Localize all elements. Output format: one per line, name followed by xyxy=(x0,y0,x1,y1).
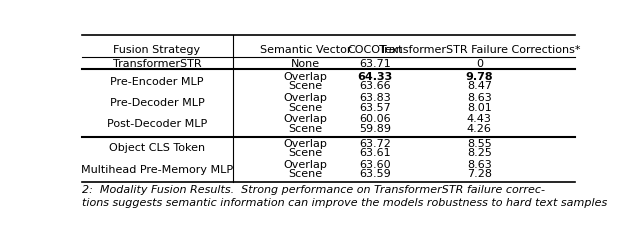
Text: 4.26: 4.26 xyxy=(467,123,492,133)
Text: None: None xyxy=(291,59,320,69)
Text: 7.28: 7.28 xyxy=(467,169,492,179)
Text: 63.60: 63.60 xyxy=(359,159,391,169)
Text: Overlap: Overlap xyxy=(284,138,328,148)
Text: Scene: Scene xyxy=(289,81,323,91)
Text: Scene: Scene xyxy=(289,102,323,112)
Text: 8.47: 8.47 xyxy=(467,81,492,91)
Text: Pre-Encoder MLP: Pre-Encoder MLP xyxy=(110,76,204,86)
Text: Pre-Decoder MLP: Pre-Decoder MLP xyxy=(109,97,204,107)
Text: 63.61: 63.61 xyxy=(359,147,391,157)
Text: TransformerSTR Failure Corrections*: TransformerSTR Failure Corrections* xyxy=(378,45,580,55)
Text: 8.25: 8.25 xyxy=(467,147,492,157)
Text: 4.43: 4.43 xyxy=(467,114,492,124)
Text: 2:  Modality Fusion Results.  Strong performance on TransformerSTR failure corre: 2: Modality Fusion Results. Strong perfo… xyxy=(83,185,545,195)
Text: 64.33: 64.33 xyxy=(358,72,393,82)
Text: 63.83: 63.83 xyxy=(359,93,391,103)
Text: 63.59: 63.59 xyxy=(359,169,391,179)
Text: Overlap: Overlap xyxy=(284,159,328,169)
Text: Multihead Pre-Memory MLP: Multihead Pre-Memory MLP xyxy=(81,164,233,174)
Text: tions suggests semantic information can improve the models robustness to hard te: tions suggests semantic information can … xyxy=(83,197,608,207)
Text: 9.78: 9.78 xyxy=(465,72,493,82)
Text: TransformerSTR: TransformerSTR xyxy=(113,59,201,69)
Text: 8.63: 8.63 xyxy=(467,159,492,169)
Text: 8.55: 8.55 xyxy=(467,138,492,148)
Text: Overlap: Overlap xyxy=(284,114,328,124)
Text: Object CLS Token: Object CLS Token xyxy=(109,143,205,153)
Text: Post-Decoder MLP: Post-Decoder MLP xyxy=(107,118,207,128)
Text: 8.01: 8.01 xyxy=(467,102,492,112)
Text: 59.89: 59.89 xyxy=(359,123,391,133)
Text: Semantic Vector: Semantic Vector xyxy=(260,45,351,55)
Text: Scene: Scene xyxy=(289,169,323,179)
Text: Fusion Strategy: Fusion Strategy xyxy=(113,45,200,55)
Text: 0: 0 xyxy=(476,59,483,69)
Text: 8.63: 8.63 xyxy=(467,93,492,103)
Text: 63.72: 63.72 xyxy=(359,138,391,148)
Text: 63.66: 63.66 xyxy=(359,81,391,91)
Text: Overlap: Overlap xyxy=(284,72,328,82)
Text: Scene: Scene xyxy=(289,147,323,157)
Text: COCOText: COCOText xyxy=(348,45,403,55)
Text: 63.71: 63.71 xyxy=(359,59,391,69)
Text: 63.57: 63.57 xyxy=(359,102,391,112)
Text: Scene: Scene xyxy=(289,123,323,133)
Text: Overlap: Overlap xyxy=(284,93,328,103)
Text: 60.06: 60.06 xyxy=(359,114,391,124)
